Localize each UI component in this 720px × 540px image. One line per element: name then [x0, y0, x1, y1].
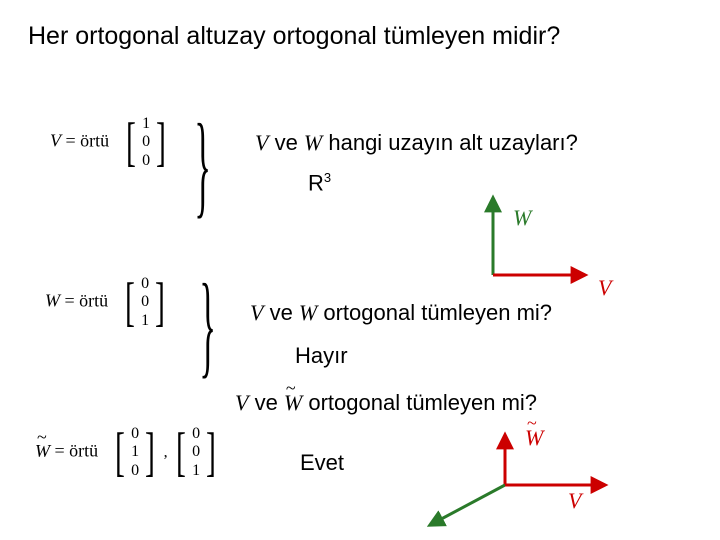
eq-W: = örtü [65, 291, 109, 311]
axis-Wt-diag [430, 485, 505, 525]
label-Wtilde-2: ~W [525, 425, 543, 451]
question-1: V ve W hangi uzayın alt uzayları? [255, 130, 578, 156]
diagram-2 [420, 430, 620, 535]
label-V-2: V [568, 488, 581, 514]
question-3: V ve ~W ortogonal tümleyen mi? [235, 390, 537, 416]
def-Wtilde: ~W = örtü [ 0 1 0 ] , [ 0 0 1 ] [35, 425, 220, 480]
def-V: V = örtü [ 1 0 0 ] [50, 115, 170, 170]
var-Wtilde-q3: ~W [284, 390, 302, 416]
var-W: W [45, 291, 60, 311]
brace-W: } [199, 290, 216, 359]
answer-3: Evet [300, 450, 344, 476]
vec-Wt2: [ 0 0 1 ] [172, 425, 220, 480]
var-Wtilde: ~W [35, 441, 50, 462]
vec-Wt1: [ 0 1 0 ] [111, 425, 159, 480]
eq-V: = örtü [66, 131, 110, 151]
label-V-1: V [598, 275, 611, 301]
vec-V: [ 1 0 0 ] [122, 115, 170, 170]
page-title: Her ortogonal altuzay ortogonal tümleyen… [28, 22, 560, 51]
def-W: W = örtü [ 0 0 1 ] [45, 275, 169, 330]
answer-1: R3 [308, 170, 331, 196]
var-V: V [50, 131, 61, 151]
question-2: V ve W ortogonal tümleyen mi? [250, 300, 552, 326]
eq-Wt: = örtü [55, 441, 99, 461]
vec-W: [ 0 0 1 ] [121, 275, 169, 330]
answer-2: Hayır [295, 343, 348, 369]
label-W-1: W [513, 205, 531, 231]
brace-V: } [194, 130, 211, 199]
